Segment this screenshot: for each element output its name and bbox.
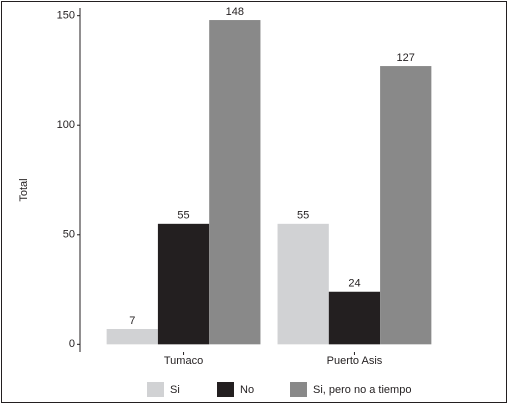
y-tick-label: 150 <box>57 10 75 22</box>
legend-swatch <box>290 382 307 397</box>
bar <box>380 66 432 345</box>
x-tick-label: Tumaco <box>164 355 203 367</box>
y-tick-label: 50 <box>63 229 75 241</box>
legend-label: Si, pero no a tiempo <box>313 384 411 396</box>
value-label: 24 <box>348 278 360 290</box>
bar <box>157 223 210 345</box>
value-label: 55 <box>297 210 309 222</box>
legend-label: Si <box>170 384 180 396</box>
x-tick-label: Puerto Asis <box>327 355 383 367</box>
y-tick-label: 100 <box>57 119 75 131</box>
value-label: 7 <box>129 315 135 327</box>
value-label: 148 <box>226 6 244 18</box>
legend-label: No <box>240 384 254 396</box>
legend-swatch <box>217 382 234 397</box>
bar <box>328 291 381 345</box>
bar <box>277 223 329 345</box>
y-tick-label: 0 <box>69 338 75 350</box>
value-label: 127 <box>397 52 415 64</box>
y-axis-label: Total <box>18 178 30 201</box>
value-label: 55 <box>177 210 189 222</box>
bar <box>209 20 261 345</box>
bar <box>106 328 158 345</box>
legend-swatch <box>147 382 164 397</box>
